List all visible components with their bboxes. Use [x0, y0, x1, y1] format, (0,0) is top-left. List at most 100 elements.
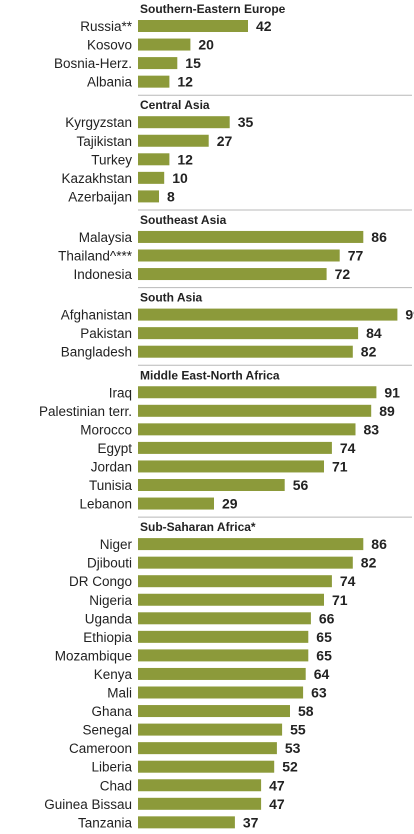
value-label: 37 — [243, 814, 259, 830]
category-label: Indonesia — [73, 267, 132, 282]
value-label: 72 — [335, 266, 351, 282]
category-label: Ethiopia — [83, 630, 132, 645]
bar — [138, 612, 311, 625]
category-label: Liberia — [91, 760, 132, 775]
bar — [138, 75, 170, 88]
category-label: Lebanon — [79, 497, 132, 512]
value-label: 35 — [238, 114, 254, 130]
bar — [138, 423, 356, 436]
bar — [138, 460, 324, 473]
value-label: 55 — [290, 722, 306, 738]
category-label: Cameroon — [69, 741, 132, 756]
category-label: Egypt — [97, 441, 132, 456]
value-label: 56 — [293, 477, 309, 493]
category-label: Djibouti — [87, 556, 132, 571]
value-label: 47 — [269, 777, 285, 793]
group-title: Sub-Saharan Africa* — [140, 520, 256, 534]
value-label: 8 — [167, 188, 175, 204]
category-label: Bangladesh — [61, 345, 132, 360]
category-label: Azerbaijan — [68, 189, 132, 204]
category-label: Kazakhstan — [61, 171, 132, 186]
group-title: Southeast Asia — [140, 213, 227, 227]
value-label: 63 — [311, 685, 327, 701]
group-title: Southern-Eastern Europe — [140, 2, 286, 16]
category-label: DR Congo — [69, 574, 132, 589]
value-label: 77 — [348, 248, 364, 264]
category-label: Jordan — [91, 459, 132, 474]
category-label: Guinea Bissau — [44, 797, 132, 812]
category-label: Nigeria — [89, 593, 132, 608]
category-label: Afghanistan — [61, 308, 132, 323]
group-title: Central Asia — [140, 98, 210, 112]
bar — [138, 630, 309, 643]
bar — [138, 497, 214, 510]
category-label: Malaysia — [79, 230, 133, 245]
category-label: Mali — [107, 686, 132, 701]
bar — [138, 479, 285, 491]
bar — [138, 153, 170, 166]
value-label: 53 — [285, 740, 301, 756]
bar — [138, 190, 159, 203]
bar — [138, 171, 165, 184]
value-label: 84 — [366, 325, 382, 341]
bar — [138, 667, 306, 680]
value-label: 82 — [361, 344, 377, 360]
value-label: 65 — [316, 647, 332, 663]
category-label: Pakistan — [80, 326, 132, 341]
bar — [138, 779, 262, 792]
bar — [138, 308, 398, 321]
value-label: 99 — [405, 307, 414, 323]
value-label: 64 — [314, 666, 330, 682]
value-label: 74 — [340, 573, 356, 589]
value-label: 58 — [298, 703, 314, 719]
group-title: Middle East-North Africa — [140, 368, 280, 382]
bar — [138, 556, 353, 569]
value-label: 83 — [364, 421, 380, 437]
group-title: South Asia — [140, 291, 203, 305]
category-label: Tajikistan — [76, 134, 132, 149]
value-label: 91 — [384, 384, 400, 400]
category-label: Kyrgyzstan — [65, 115, 132, 130]
bar — [138, 538, 364, 551]
category-label: Albania — [87, 75, 133, 90]
category-label: Uganda — [85, 611, 133, 626]
category-label: Iraq — [109, 385, 132, 400]
value-label: 86 — [371, 229, 387, 245]
category-label: Mozambique — [55, 648, 132, 663]
value-label: 65 — [316, 629, 332, 645]
value-label: 42 — [256, 18, 272, 34]
bar — [138, 649, 309, 662]
bar — [138, 345, 353, 358]
bar — [138, 593, 324, 606]
value-label: 27 — [217, 133, 233, 149]
category-label: Kenya — [94, 667, 133, 682]
bar — [138, 116, 230, 129]
bar — [138, 705, 290, 718]
category-label: Bosnia-Herz. — [54, 56, 132, 71]
value-label: 82 — [361, 555, 377, 571]
value-label: 86 — [371, 536, 387, 552]
bar — [138, 386, 377, 399]
bar — [138, 20, 248, 32]
bar — [138, 38, 191, 51]
bar — [138, 760, 275, 773]
value-label: 66 — [319, 610, 335, 626]
value-label: 20 — [198, 37, 214, 53]
value-label: 52 — [282, 759, 298, 775]
bar — [138, 797, 262, 810]
value-label: 89 — [379, 403, 395, 419]
value-label: 15 — [185, 55, 201, 71]
category-label: Tanzania — [78, 815, 133, 830]
category-label: Palestinian terr. — [39, 404, 132, 419]
bar — [138, 404, 372, 417]
value-label: 71 — [332, 458, 348, 474]
category-label: Turkey — [91, 152, 132, 167]
bar — [138, 742, 277, 755]
value-label: 74 — [340, 440, 356, 456]
value-label: 10 — [172, 170, 188, 186]
bar — [138, 57, 178, 70]
category-label: Ghana — [91, 704, 132, 719]
bar — [138, 249, 340, 262]
bar — [138, 686, 304, 699]
